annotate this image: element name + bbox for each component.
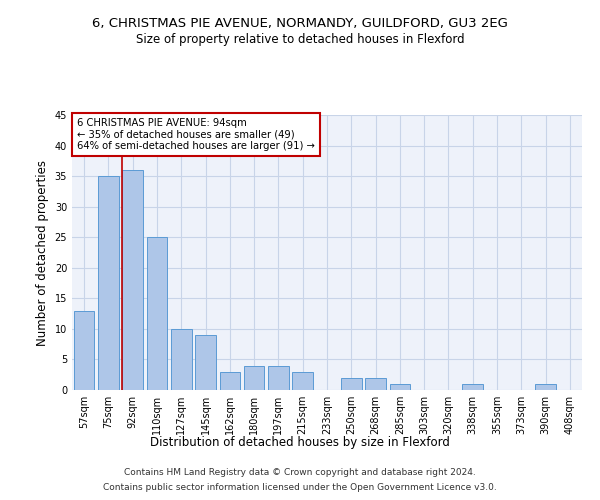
Bar bbox=[244, 366, 265, 390]
Bar bbox=[195, 335, 216, 390]
Bar bbox=[74, 310, 94, 390]
Bar bbox=[389, 384, 410, 390]
Bar bbox=[122, 170, 143, 390]
Bar bbox=[341, 378, 362, 390]
Bar bbox=[365, 378, 386, 390]
Bar bbox=[268, 366, 289, 390]
Bar bbox=[292, 372, 313, 390]
Bar bbox=[463, 384, 483, 390]
Text: Distribution of detached houses by size in Flexford: Distribution of detached houses by size … bbox=[150, 436, 450, 449]
Text: 6, CHRISTMAS PIE AVENUE, NORMANDY, GUILDFORD, GU3 2EG: 6, CHRISTMAS PIE AVENUE, NORMANDY, GUILD… bbox=[92, 18, 508, 30]
Bar bbox=[171, 329, 191, 390]
Bar bbox=[220, 372, 240, 390]
Bar bbox=[98, 176, 119, 390]
Bar bbox=[146, 237, 167, 390]
Text: 6 CHRISTMAS PIE AVENUE: 94sqm
← 35% of detached houses are smaller (49)
64% of s: 6 CHRISTMAS PIE AVENUE: 94sqm ← 35% of d… bbox=[77, 118, 315, 151]
Y-axis label: Number of detached properties: Number of detached properties bbox=[36, 160, 49, 346]
Text: Contains HM Land Registry data © Crown copyright and database right 2024.: Contains HM Land Registry data © Crown c… bbox=[124, 468, 476, 477]
Text: Contains public sector information licensed under the Open Government Licence v3: Contains public sector information licen… bbox=[103, 483, 497, 492]
Bar bbox=[535, 384, 556, 390]
Text: Size of property relative to detached houses in Flexford: Size of property relative to detached ho… bbox=[136, 32, 464, 46]
